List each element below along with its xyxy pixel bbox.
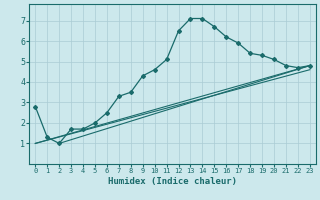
X-axis label: Humidex (Indice chaleur): Humidex (Indice chaleur) [108, 177, 237, 186]
